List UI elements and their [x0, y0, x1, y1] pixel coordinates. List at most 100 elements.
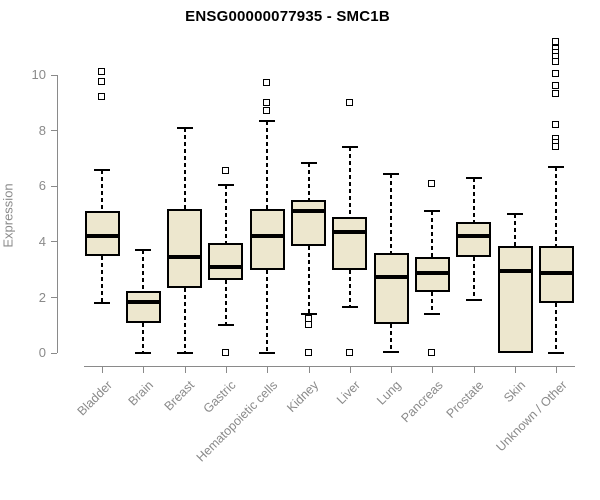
median-line: [84, 234, 120, 239]
lower-whisker-cap: [383, 350, 400, 353]
x-tick-label: Skin: [500, 378, 528, 406]
median-line: [414, 270, 450, 275]
x-axis-tick: [308, 367, 310, 373]
lower-whisker-cap: [548, 352, 565, 355]
upper-whisker-cap: [217, 183, 234, 186]
upper-whisker: [514, 214, 516, 247]
y-axis-tick: [51, 297, 57, 299]
x-axis-tick: [267, 367, 269, 373]
x-tick-label: Bladder: [74, 378, 115, 419]
upper-whisker: [555, 166, 558, 247]
upper-whisker-cap: [548, 165, 565, 168]
x-tick-label: Liver: [333, 378, 363, 408]
box-gastric: [208, 243, 244, 280]
outlier-point: [304, 349, 312, 357]
x-tick-label: Unknown / Other: [492, 378, 570, 455]
y-tick-label: 6: [38, 178, 46, 194]
upper-whisker: [101, 169, 103, 212]
x-axis-tick: [432, 367, 434, 373]
lower-whisker: [101, 255, 103, 304]
x-axis-tick: [556, 367, 558, 373]
y-axis-line: [57, 75, 58, 354]
y-axis-tick: [51, 241, 57, 243]
x-axis-tick: [349, 367, 351, 373]
lower-whisker-cap: [135, 352, 152, 355]
upper-whisker-cap: [176, 126, 193, 129]
box-breast: [167, 208, 203, 288]
x-tick-label: Brain: [125, 378, 157, 409]
x-axis-tick: [143, 367, 145, 373]
outlier-point: [552, 58, 560, 66]
x-axis-tick: [102, 367, 103, 373]
outlier-point: [263, 107, 271, 115]
lower-whisker: [224, 279, 227, 326]
upper-whisker: [307, 162, 310, 201]
lower-whisker: [348, 269, 351, 308]
outlier-point: [263, 79, 271, 87]
box-liver: [332, 216, 368, 270]
box-bladder: [84, 211, 120, 256]
upper-whisker-cap: [259, 119, 276, 122]
y-tick-label: 8: [38, 122, 46, 138]
lower-whisker: [390, 324, 393, 352]
y-tick-label: 0: [38, 345, 46, 361]
lower-whisker-cap: [341, 306, 358, 309]
x-axis-line: [84, 366, 575, 367]
box-pancreas: [414, 257, 450, 293]
chart-title: ENSG00000077935 - SMC1B: [185, 8, 390, 25]
lower-whisker: [142, 322, 145, 354]
upper-whisker-cap: [94, 168, 110, 171]
outlier-point: [98, 77, 105, 85]
median-line: [291, 209, 326, 214]
lower-whisker: [307, 246, 310, 315]
upper-whisker-cap: [424, 210, 441, 213]
outlier-point: [263, 98, 271, 106]
outlier-point: [221, 349, 229, 357]
y-axis-tick: [51, 74, 57, 76]
outlier-point: [428, 349, 436, 357]
upper-whisker: [472, 177, 475, 223]
outlier-point: [552, 143, 560, 151]
x-tick-label: Kidney: [284, 378, 322, 415]
x-axis-tick: [391, 367, 393, 373]
median-line: [456, 234, 492, 239]
upper-whisker: [390, 173, 393, 254]
median-line: [125, 299, 161, 304]
median-line: [208, 265, 244, 270]
outlier-point: [428, 179, 436, 187]
y-axis-tick: [51, 352, 57, 354]
x-axis-tick: [515, 367, 516, 373]
y-axis-tick: [51, 130, 57, 132]
y-tick-label: 2: [38, 289, 46, 305]
upper-whisker-cap: [341, 146, 358, 149]
lower-whisker: [472, 257, 475, 301]
x-axis-tick: [184, 367, 186, 373]
lower-whisker-cap: [217, 324, 234, 327]
median-line: [497, 269, 533, 274]
y-tick-label: 10: [31, 67, 46, 82]
median-line: [373, 274, 409, 279]
outlier-point: [304, 321, 312, 329]
upper-whisker-cap: [383, 172, 400, 175]
median-line: [538, 270, 574, 275]
upper-whisker: [348, 147, 351, 217]
lower-whisker: [266, 269, 269, 354]
box-unknown-other: [538, 246, 574, 304]
lower-whisker: [555, 303, 558, 354]
upper-whisker-cap: [507, 213, 523, 216]
outlier-point: [221, 167, 229, 174]
lower-whisker-cap: [465, 299, 482, 302]
outlier-point: [552, 82, 560, 90]
outlier-point: [304, 314, 312, 322]
x-axis-tick: [473, 367, 475, 373]
upper-whisker: [183, 127, 186, 209]
median-line: [167, 255, 203, 260]
outlier-point: [98, 68, 105, 76]
y-axis-label: Expression: [0, 183, 16, 248]
lower-whisker-cap: [300, 313, 317, 316]
lower-whisker-cap: [94, 302, 110, 305]
x-tick-label: Breast: [162, 378, 198, 414]
x-axis-tick: [225, 367, 227, 373]
x-tick-label: Hematopoietic cells: [193, 378, 281, 465]
